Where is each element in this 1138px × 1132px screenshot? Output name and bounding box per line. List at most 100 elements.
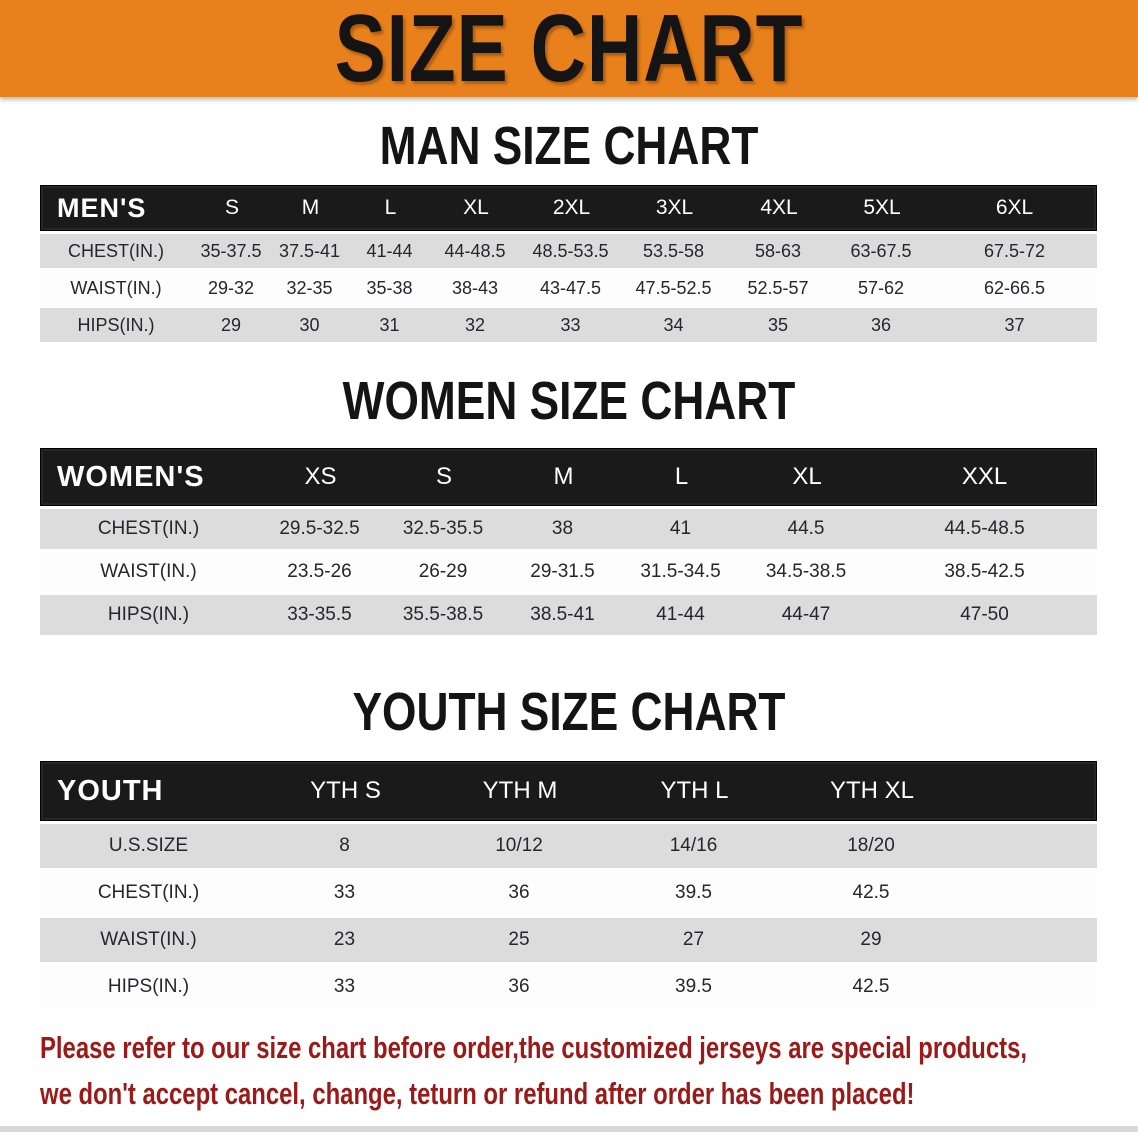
- column-header: L: [674, 463, 689, 490]
- size-value-cell: 41: [669, 518, 692, 539]
- column-header: 2XL: [552, 196, 591, 219]
- size-value-cell: 42.5: [852, 976, 890, 997]
- disclaimer-line-1: Please refer to our size chart before or…: [40, 1025, 1138, 1071]
- size-value-cell: 34: [663, 314, 684, 335]
- size-value-cell: 34.5-38.5: [765, 561, 847, 582]
- youth-size-chart-heading: YOUTH SIZE CHART: [0, 685, 1138, 739]
- size-value-cell: 62-66.5: [983, 277, 1046, 298]
- size-value-cell: 37.5-41: [278, 240, 341, 261]
- size-value-cell: 38-43: [451, 277, 499, 298]
- table-header-row: WOMEN'S XS S M L XL XXL: [40, 448, 1097, 506]
- row-label: HIPS(IN.): [107, 976, 190, 997]
- table-header-label: WOMEN'S: [57, 460, 205, 493]
- table-row: WAIST(IN.) 23 25 27 29: [40, 918, 1097, 962]
- row-label: HIPS(IN.): [107, 604, 190, 625]
- youth-size-chart-section: YOUTH SIZE CHART YOUTH YTH S YTH M YTH L YTH…: [0, 685, 1138, 1009]
- man-size-chart-heading-text: MAN SIZE CHART: [379, 116, 759, 176]
- size-value-cell: 53.5-58: [642, 240, 705, 261]
- size-value-cell: 29-32: [207, 277, 255, 298]
- women-size-chart-heading: WOMEN SIZE CHART: [0, 374, 1138, 428]
- column-header: XXL: [961, 463, 1008, 490]
- size-value-cell: 30: [299, 314, 320, 335]
- size-value-cell: 35: [767, 314, 789, 335]
- size-value-cell: 38: [551, 518, 574, 539]
- column-header: 4XL: [760, 196, 798, 219]
- disclaimer-line-2: we don't accept cancel, change, teturn o…: [40, 1071, 1138, 1117]
- table-header-label: MEN'S: [57, 192, 147, 223]
- size-value-cell: 31: [379, 314, 400, 335]
- size-value-cell: 39.5: [675, 882, 712, 903]
- man-size-chart-section: MAN SIZE CHART MEN'S S M L XL 2XL 3XL 4XL 5XL 6XL…: [0, 119, 1138, 342]
- size-value-cell: 26-29: [418, 561, 468, 582]
- banner-title: SIZE CHART: [334, 0, 804, 102]
- column-header: XS: [304, 463, 337, 490]
- column-header: XL: [463, 196, 489, 219]
- size-value-cell: 32: [464, 314, 486, 335]
- row-label: WAIST(IN.): [100, 561, 197, 582]
- size-value-cell: 63-67.5: [850, 240, 912, 261]
- column-header: YTH M: [482, 777, 558, 804]
- size-value-cell: 33: [560, 314, 581, 335]
- size-value-cell: 29: [860, 929, 882, 950]
- disclaimer-line-2-text: we don't accept cancel, change, teturn o…: [40, 1076, 915, 1111]
- size-value-cell: 47-50: [960, 604, 1009, 625]
- size-value-cell: 32.5-35.5: [402, 518, 484, 539]
- table-row: WAIST(IN.) 23.5-26 26-29 29-31.5 31.5-34.5 34…: [40, 552, 1097, 592]
- size-value-cell: 25: [508, 929, 530, 950]
- size-value-cell: 33: [333, 882, 356, 903]
- table-row: CHEST(IN.) 33 36 39.5 42.5: [40, 871, 1097, 915]
- table-row: CHEST(IN.) 29.5-32.5 32.5-35.5 38 41 44.5 44.5…: [40, 509, 1097, 549]
- row-label: CHEST(IN.): [97, 882, 200, 903]
- row-label: WAIST(IN.): [100, 929, 197, 950]
- disclaimer-line-1-text: Please refer to our size chart before or…: [40, 1030, 1028, 1065]
- table-row: HIPS(IN.) 29 30 31 32 33 34 35 36 37: [40, 308, 1097, 342]
- size-value-cell: 10/12: [495, 835, 543, 856]
- row-label: U.S.SIZE: [108, 835, 189, 856]
- table-row: HIPS(IN.) 33 36 39.5 42.5: [40, 965, 1097, 1009]
- size-value-cell: 44-48.5: [444, 240, 506, 261]
- size-value-cell: 44-47: [781, 604, 831, 625]
- size-value-cell: 57-62: [857, 277, 905, 298]
- column-header: YTH S: [310, 777, 381, 804]
- column-header: L: [384, 196, 397, 219]
- table-header-label: YOUTH: [57, 774, 164, 807]
- size-value-cell: 38.5-41: [530, 604, 595, 625]
- size-value-cell: 29: [220, 314, 242, 335]
- size-value-cell: 43-47.5: [539, 277, 602, 298]
- size-value-cell: 44.5-48.5: [944, 518, 1025, 539]
- table-row: WAIST(IN.) 29-32 32-35 35-38 38-43 43-47.5 47.…: [40, 271, 1097, 305]
- row-label: CHEST(IN.): [68, 240, 164, 261]
- youth-size-chart-heading-text: YOUTH SIZE CHART: [352, 682, 786, 742]
- men-size-table: MEN'S S M L XL 2XL 3XL 4XL 5XL 6XL CHEST(IN.) 35-37…: [40, 185, 1097, 342]
- size-value-cell: 44.5: [787, 518, 825, 539]
- size-value-cell: 35-37.5: [200, 240, 262, 261]
- size-value-cell: 39.5: [675, 976, 712, 997]
- size-value-cell: 52.5-57: [747, 277, 809, 298]
- size-value-cell: 32-35: [286, 277, 333, 298]
- column-header: S: [435, 463, 452, 490]
- size-value-cell: 33: [333, 976, 356, 997]
- row-label: CHEST(IN.): [97, 518, 200, 539]
- bottom-divider: [0, 1126, 1138, 1132]
- column-header: YTH L: [660, 777, 729, 804]
- table-header-row: MEN'S S M L XL 2XL 3XL 4XL 5XL 6XL: [40, 185, 1097, 231]
- column-header: XL: [792, 463, 822, 490]
- table-row: HIPS(IN.) 33-35.5 35.5-38.5 38.5-41 41-44 44-…: [40, 595, 1097, 635]
- column-header: 5XL: [863, 196, 901, 219]
- size-value-cell: 29-31.5: [530, 561, 595, 582]
- size-value-cell: 31.5-34.5: [640, 561, 721, 582]
- disclaimer: Please refer to our size chart before or…: [40, 1025, 1138, 1117]
- row-label: WAIST(IN.): [70, 277, 162, 298]
- size-value-cell: 58-63: [754, 240, 802, 261]
- table-header-row: YOUTH YTH S YTH M YTH L YTH XL: [40, 761, 1097, 821]
- man-size-chart-heading: MAN SIZE CHART: [0, 119, 1138, 173]
- column-header: S: [224, 196, 239, 219]
- size-value-cell: 41-44: [366, 240, 413, 261]
- women-size-chart-section: WOMEN SIZE CHART WOMEN'S XS S M L XL XXL CHEST(…: [0, 374, 1138, 635]
- size-value-cell: 41-44: [656, 604, 705, 625]
- youth-size-table: YOUTH YTH S YTH M YTH L YTH XL U.S.SIZE 8 10/12…: [40, 761, 1097, 1009]
- size-value-cell: 29.5-32.5: [279, 518, 360, 539]
- size-value-cell: 36: [870, 314, 892, 335]
- column-header: M: [301, 196, 320, 219]
